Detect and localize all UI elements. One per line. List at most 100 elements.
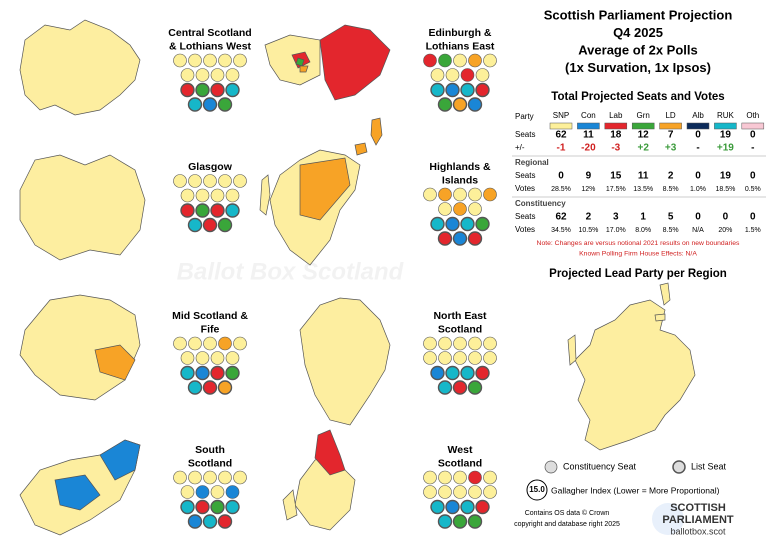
list-seat: [437, 514, 453, 529]
list-legend-swatch: [672, 460, 686, 474]
list-seat: [430, 499, 445, 515]
constituency-seat: [423, 470, 437, 485]
constituency-seat: [423, 187, 437, 202]
party-swatch: [741, 122, 765, 130]
constituency-seat: [180, 485, 195, 499]
constituency-seat: [210, 188, 225, 203]
row-label: +/-: [515, 143, 525, 152]
footer-line: copyright and database right 2025: [514, 521, 620, 528]
constituency-seat: [483, 53, 497, 68]
constituency-seat: [210, 351, 225, 365]
page-title: Q4 2025: [613, 25, 663, 40]
constituency-seat: [225, 68, 240, 82]
list-seat: [217, 514, 233, 529]
constituency-seat: [218, 470, 232, 485]
list-seat: [460, 365, 475, 381]
list-seat: [467, 380, 483, 395]
constituency-seat: [233, 53, 247, 68]
cell: 18: [610, 130, 622, 141]
cell: 7: [668, 130, 674, 141]
row-label: Votes: [515, 184, 535, 193]
row-label: Seats: [515, 171, 535, 180]
region-title: Scotland: [188, 457, 232, 469]
list-seat: [225, 499, 240, 515]
party-swatch: [714, 122, 737, 130]
cell: 19: [720, 130, 732, 141]
constituency-seat: [468, 485, 482, 499]
list-seat: [210, 499, 225, 515]
cell: 10.5%: [578, 227, 598, 234]
constituency-seat: [195, 188, 210, 203]
constituency-seat: [438, 202, 452, 216]
gallagher-value: 15.0: [529, 485, 545, 494]
cell: -20: [581, 143, 596, 154]
cell: 15: [610, 171, 622, 182]
note: Known Polling Firm House Effects: N/A: [579, 250, 697, 257]
list-seat: [180, 82, 195, 98]
list-seat: [195, 82, 210, 98]
cell: +2: [637, 143, 649, 154]
list-seat: [225, 82, 240, 98]
cell: 0: [723, 212, 729, 223]
list-seat: [180, 203, 195, 218]
list-seat: [460, 216, 475, 232]
region-title: & Lothians West: [169, 40, 252, 52]
list-seat: [195, 499, 210, 515]
row-label: Party: [515, 112, 534, 121]
constituency-seat: [438, 485, 452, 499]
row-label: Votes: [515, 225, 535, 234]
watermark: Ballot Box Scotland: [177, 258, 405, 285]
constituency-seat: [188, 470, 202, 485]
party-name: RUK: [717, 111, 735, 120]
constituency-seat: [180, 351, 195, 365]
region-title: Highlands &: [429, 161, 491, 173]
list-seat: [187, 97, 203, 112]
cell: 2: [586, 212, 592, 223]
party-swatch: [549, 122, 573, 130]
list-seat: [210, 365, 225, 381]
list-seat: [202, 514, 218, 529]
party-name: Alb: [692, 111, 704, 120]
list-seat: [430, 82, 445, 98]
constituency-seat: [423, 53, 437, 68]
cell: 12%: [581, 186, 595, 193]
list-seat: [452, 380, 468, 395]
region-title: Lothians East: [426, 40, 495, 52]
constituency-seat: [195, 351, 210, 365]
region-title: South: [195, 444, 225, 456]
cell: -1: [557, 143, 566, 154]
list-seat: [180, 499, 195, 515]
constituency-seat: [188, 53, 202, 68]
cell: 3: [613, 212, 619, 223]
region-title: Scotland: [438, 457, 482, 469]
list-seat: [475, 216, 490, 232]
list-seat: [445, 499, 460, 515]
constituency-seat: [438, 336, 452, 351]
party-name: Con: [581, 111, 596, 120]
constituency-seat: [173, 174, 187, 188]
constituency-seat: [218, 174, 232, 188]
row-label: Seats: [515, 212, 535, 221]
constituency-seat: [195, 68, 210, 82]
cell: 34.5%: [551, 227, 571, 234]
section-title: Projected Lead Party per Region: [549, 268, 727, 280]
constituency-seat: [468, 470, 482, 485]
constituency-seat: [468, 202, 482, 216]
region-maps: [19, 19, 391, 536]
list-seat: [445, 82, 460, 98]
constituency-seat: [218, 336, 232, 351]
constituency-seat: [438, 470, 452, 485]
cell: 1.0%: [690, 186, 706, 193]
constituency-seat: [468, 187, 482, 202]
logo-mark: [652, 503, 684, 535]
constituency-seat: [188, 336, 202, 351]
list-seat: [475, 365, 490, 381]
list-seat: [210, 203, 225, 218]
cell: 1: [640, 212, 646, 223]
cell: +19: [717, 143, 734, 154]
party-swatch: [577, 122, 600, 130]
constituency-seat: [233, 470, 247, 485]
list-seat: [452, 231, 468, 246]
constituency-seat: [180, 68, 195, 82]
legend-label: List Seat: [691, 461, 727, 471]
